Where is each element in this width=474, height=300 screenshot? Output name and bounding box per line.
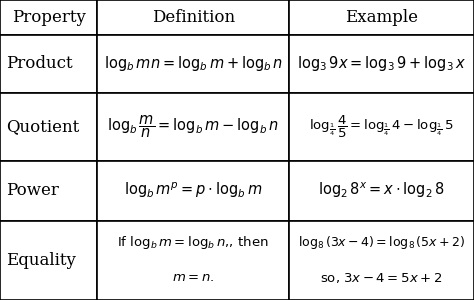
Bar: [0, 220, 97, 300]
Bar: [97, 220, 289, 300]
Bar: [289, 160, 474, 220]
Text: Quotient: Quotient: [6, 118, 79, 135]
Text: $m = n.$: $m = n.$: [172, 271, 214, 284]
Text: Product: Product: [6, 55, 73, 72]
Text: $\log_3 9x = \log_3 9 + \log_3 x$: $\log_3 9x = \log_3 9 + \log_3 x$: [297, 54, 466, 73]
Text: so, $3x - 4 = 5x+2$: so, $3x - 4 = 5x+2$: [320, 271, 443, 285]
Text: $\log_2 8^x = x \cdot \log_2 8$: $\log_2 8^x = x \cdot \log_2 8$: [318, 181, 445, 200]
Text: $\log_b m^p = p \cdot \log_b m$: $\log_b m^p = p \cdot \log_b m$: [124, 181, 262, 200]
Bar: [97, 93, 289, 160]
Text: Property: Property: [12, 9, 85, 26]
Text: $\log_b \dfrac{m}{n} = \log_b m - \log_b n$: $\log_b \dfrac{m}{n} = \log_b m - \log_b…: [107, 113, 279, 140]
Bar: [289, 93, 474, 160]
Text: If $\log_b m = \log_b n$,, then: If $\log_b m = \log_b n$,, then: [118, 234, 269, 251]
Bar: [0, 34, 97, 93]
Bar: [97, 34, 289, 93]
Text: $\log_{\frac{1}{4}} \dfrac{4}{5} = \log_{\frac{1}{4}} 4 - \log_{\frac{1}{4}} 5$: $\log_{\frac{1}{4}} \dfrac{4}{5} = \log_…: [309, 114, 454, 140]
Text: $\log_8(3x-4) = \log_8(5x+2)$: $\log_8(3x-4) = \log_8(5x+2)$: [298, 234, 465, 251]
Bar: [0, 0, 97, 34]
Text: Definition: Definition: [152, 9, 235, 26]
Text: $\log_b mn = \log_b m + \log_b n$: $\log_b mn = \log_b m + \log_b n$: [103, 54, 283, 73]
Bar: [289, 34, 474, 93]
Bar: [0, 160, 97, 220]
Text: Equality: Equality: [6, 252, 75, 269]
Bar: [289, 220, 474, 300]
Text: Power: Power: [6, 182, 59, 199]
Text: Example: Example: [345, 9, 418, 26]
Bar: [97, 0, 289, 34]
Bar: [289, 0, 474, 34]
Bar: [97, 160, 289, 220]
Bar: [0, 93, 97, 160]
